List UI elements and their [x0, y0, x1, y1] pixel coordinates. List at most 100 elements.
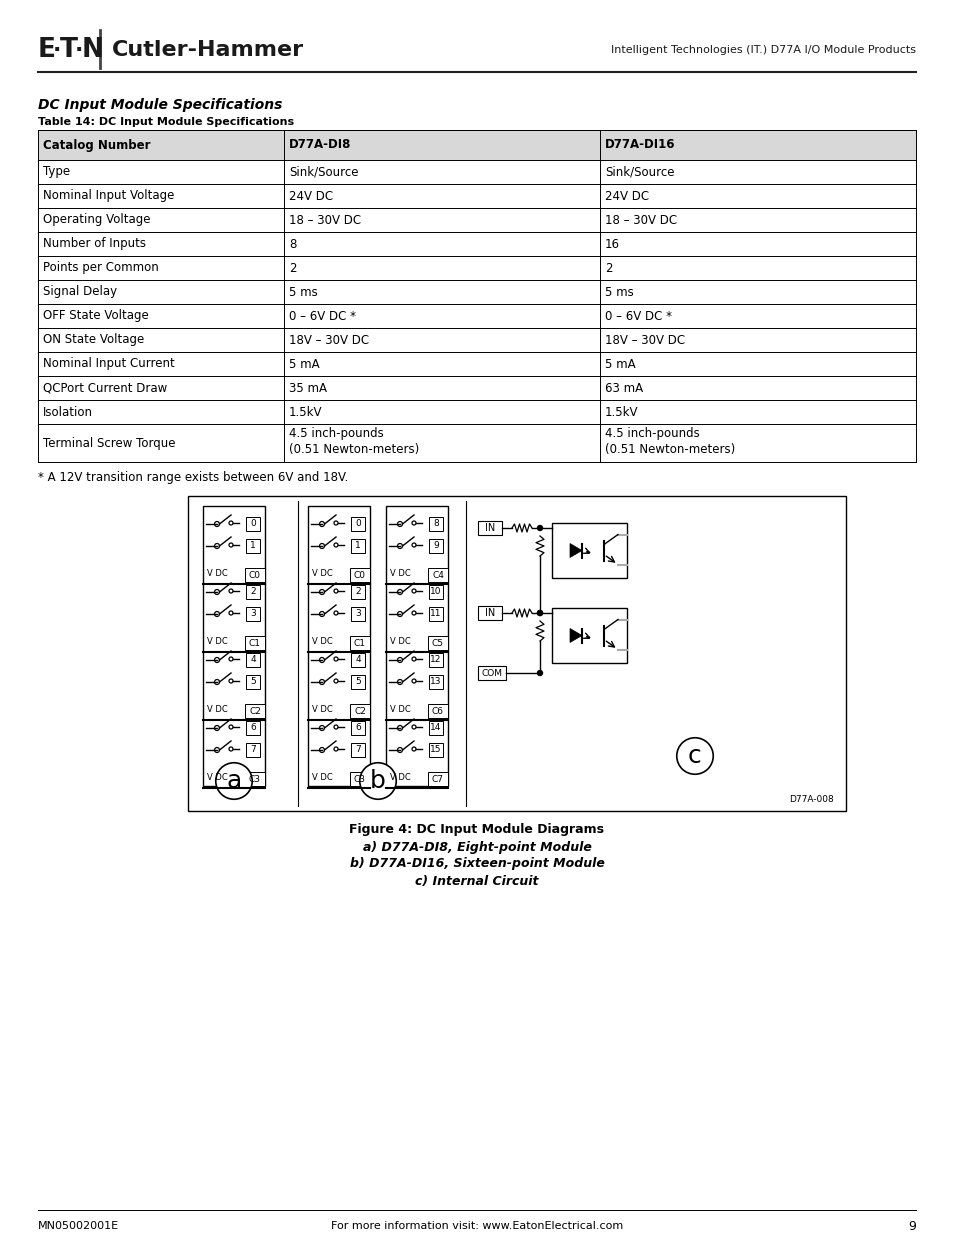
Text: 0: 0 [250, 520, 255, 529]
Text: V DC: V DC [312, 705, 333, 715]
Bar [350, 772, 370, 785]
Text: IN: IN [484, 522, 495, 534]
Text: C5: C5 [432, 638, 443, 647]
Bar [38, 304, 915, 329]
Bar [351, 653, 365, 667]
Text: 18V – 30V DC: 18V – 30V DC [604, 333, 684, 347]
Text: V DC: V DC [390, 705, 411, 715]
Text: N: N [82, 37, 104, 63]
Text: 63 mA: 63 mA [604, 382, 642, 394]
Text: 13: 13 [430, 678, 441, 687]
Bar [429, 743, 442, 757]
Bar [308, 506, 370, 785]
Bar [246, 538, 260, 553]
Text: C1: C1 [354, 638, 366, 647]
Bar [351, 606, 365, 621]
Text: 6: 6 [355, 724, 360, 732]
Bar [246, 653, 260, 667]
Bar [477, 666, 505, 680]
Bar [351, 721, 365, 735]
Bar [552, 522, 626, 578]
Bar [38, 400, 915, 424]
Text: V DC: V DC [207, 569, 228, 578]
Text: D77A-DI8: D77A-DI8 [289, 138, 351, 152]
Text: Operating Voltage: Operating Voltage [43, 214, 151, 226]
Text: C0: C0 [354, 571, 366, 579]
Text: 5: 5 [250, 678, 255, 687]
Text: (0.51 Newton-meters): (0.51 Newton-meters) [604, 442, 735, 456]
Bar [246, 743, 260, 757]
Bar [38, 161, 915, 184]
Text: 9: 9 [907, 1219, 915, 1233]
Bar [428, 772, 448, 785]
Text: 5 ms: 5 ms [604, 285, 633, 299]
Text: D77A-DI16: D77A-DI16 [604, 138, 675, 152]
Bar [429, 538, 442, 553]
Text: 1.5kV: 1.5kV [604, 405, 638, 419]
Text: 8: 8 [433, 520, 438, 529]
Text: 15: 15 [430, 746, 441, 755]
Text: 5 ms: 5 ms [289, 285, 317, 299]
Text: DC Input Module Specifications: DC Input Module Specifications [38, 98, 282, 112]
Text: T: T [60, 37, 78, 63]
Text: 4: 4 [355, 656, 360, 664]
Bar [477, 521, 501, 535]
Text: a: a [226, 769, 241, 793]
Text: 18V – 30V DC: 18V – 30V DC [289, 333, 369, 347]
Text: 4.5 inch-pounds: 4.5 inch-pounds [289, 426, 383, 440]
Text: 1: 1 [355, 541, 360, 551]
Bar [188, 496, 845, 811]
Text: 0 – 6V DC *: 0 – 6V DC * [289, 310, 355, 322]
Text: (0.51 Newton-meters): (0.51 Newton-meters) [289, 442, 418, 456]
Bar [246, 585, 260, 599]
Text: 0: 0 [355, 520, 360, 529]
Text: 2: 2 [289, 262, 296, 274]
Bar [38, 329, 915, 352]
Bar [203, 506, 265, 785]
Text: ON State Voltage: ON State Voltage [43, 333, 144, 347]
Text: 7: 7 [355, 746, 360, 755]
Text: 8: 8 [289, 237, 295, 251]
Bar [429, 676, 442, 689]
Bar [38, 424, 915, 462]
Text: Points per Common: Points per Common [43, 262, 158, 274]
Text: Sink/Source: Sink/Source [289, 165, 358, 179]
Bar [245, 704, 265, 718]
Bar [246, 721, 260, 735]
Text: C2: C2 [249, 706, 261, 715]
Text: V DC: V DC [207, 773, 228, 783]
Text: 0 – 6V DC *: 0 – 6V DC * [604, 310, 671, 322]
Text: C3: C3 [249, 774, 261, 783]
Circle shape [537, 671, 542, 676]
Text: 35 mA: 35 mA [289, 382, 327, 394]
Bar [350, 636, 370, 650]
Polygon shape [569, 629, 581, 642]
Text: 4: 4 [250, 656, 255, 664]
Bar [38, 352, 915, 375]
Text: 2: 2 [250, 588, 255, 597]
Bar [38, 375, 915, 400]
Text: * A 12V transition range exists between 6V and 18V.: * A 12V transition range exists between … [38, 472, 348, 484]
Text: V DC: V DC [390, 637, 411, 646]
Bar [552, 608, 626, 663]
Bar [428, 568, 448, 582]
Text: 11: 11 [430, 610, 441, 619]
Text: D77A-008: D77A-008 [788, 794, 833, 804]
Text: 24V DC: 24V DC [289, 189, 333, 203]
Text: 18 – 30V DC: 18 – 30V DC [604, 214, 677, 226]
Circle shape [537, 526, 542, 531]
Text: V DC: V DC [207, 705, 228, 715]
Text: 24V DC: 24V DC [604, 189, 648, 203]
Bar [386, 506, 448, 785]
Bar [245, 636, 265, 650]
Text: C2: C2 [354, 706, 366, 715]
Bar [245, 568, 265, 582]
Text: E: E [38, 37, 56, 63]
Text: V DC: V DC [390, 773, 411, 783]
Text: V DC: V DC [312, 637, 333, 646]
Circle shape [537, 610, 542, 615]
Text: 5: 5 [355, 678, 360, 687]
Text: C1: C1 [249, 638, 261, 647]
Bar [351, 743, 365, 757]
Text: COM: COM [481, 668, 502, 678]
